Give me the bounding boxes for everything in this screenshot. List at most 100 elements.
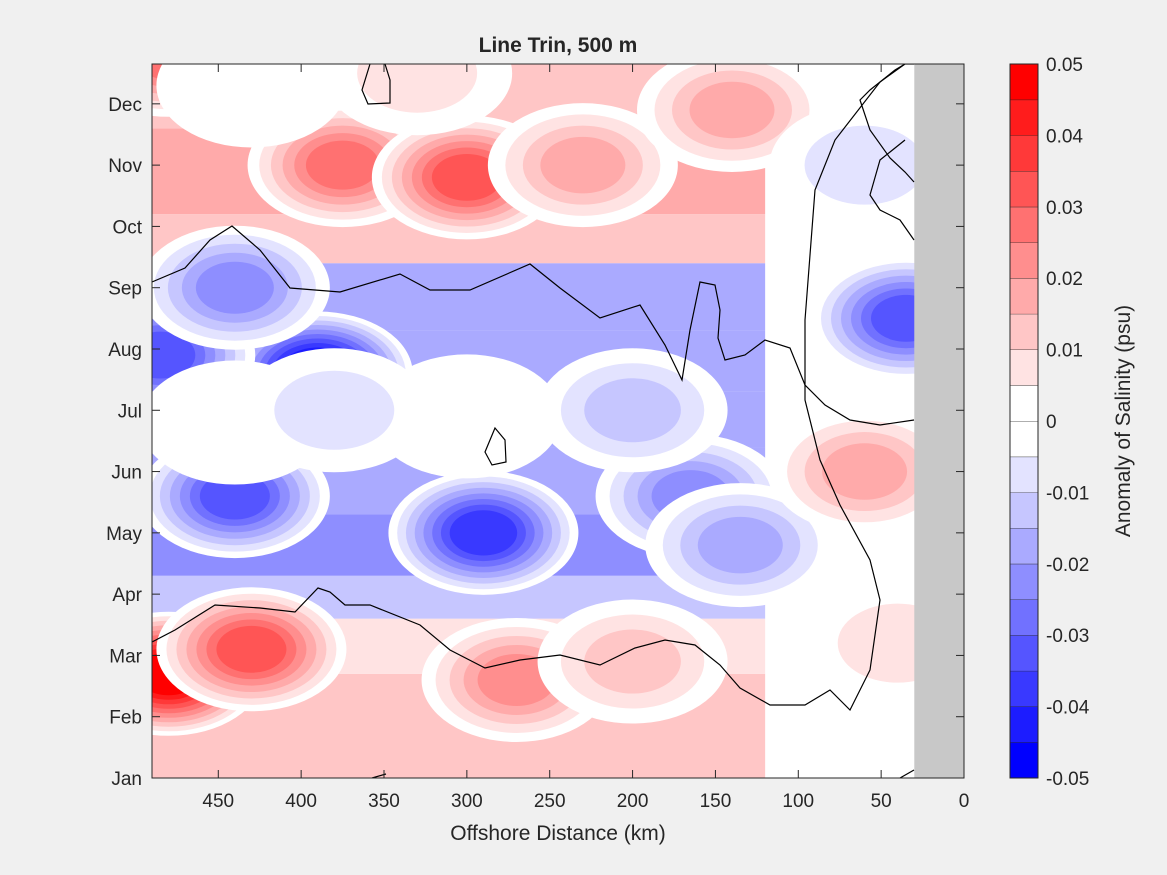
colorbar-level: [1010, 206, 1038, 243]
x-tick-label: 200: [617, 791, 649, 812]
colorbar-tick-label: -0.01: [1046, 483, 1089, 504]
colorbar-level: [1010, 313, 1038, 350]
plot-frame: [151, 63, 965, 779]
anomaly-feature: [537, 348, 728, 473]
colorbar-tick-label: 0: [1046, 412, 1057, 433]
colorbar-level: [1010, 242, 1038, 279]
anomaly-contour-level: [822, 443, 908, 500]
colorbar-level: [1010, 278, 1038, 314]
anomaly-contour-level: [305, 140, 380, 190]
colorbar-level: [1010, 670, 1038, 707]
y-tick-label: Dec: [108, 95, 142, 116]
anomaly-contour-level: [584, 629, 681, 694]
colorbar-level: [1010, 349, 1038, 386]
colorbar-tick-label: 0.02: [1046, 269, 1083, 290]
zero-contour-small-loop-top: [361, 64, 391, 105]
colorbar-level: [1010, 563, 1038, 600]
x-tick-label: 100: [782, 791, 814, 812]
zero-contour-small-loop-mid: [484, 426, 507, 466]
anomaly-feature: [156, 587, 347, 712]
colorbar-level: [1010, 742, 1038, 778]
anomaly-feature: [645, 483, 836, 608]
colorbar-level: [1010, 99, 1038, 136]
y-tick-label: Jul: [118, 401, 142, 422]
y-tick-label: Feb: [109, 708, 142, 729]
x-tick-label: 350: [368, 791, 400, 812]
y-tick-label: Aug: [108, 340, 142, 361]
anomaly-feature: [156, 64, 347, 148]
colorbar-level: [1010, 64, 1038, 100]
y-tick-label: Apr: [112, 585, 142, 606]
anomaly-contour-level: [216, 625, 287, 673]
colorbar-tick-label: -0.05: [1046, 769, 1089, 790]
y-tick-label: Jan: [111, 769, 142, 790]
colorbar-level: [1010, 635, 1038, 671]
x-tick-label: 0: [959, 791, 970, 812]
y-axis-ticks: Jan Feb Mar Apr May Jun Jul Aug Sep Oct Nov Dec: [106, 95, 964, 790]
anomaly-contour-level: [477, 653, 556, 706]
y-tick-label: Nov: [108, 156, 142, 177]
zero-contour-upper: [152, 225, 915, 426]
zero-contour-bottom-right: [899, 769, 915, 778]
anomaly-contour-level: [697, 516, 783, 574]
anomaly-feature: [388, 470, 579, 595]
colorbar-tick-label: -0.04: [1046, 698, 1090, 719]
anomaly-contour-level: [223, 64, 280, 112]
colorbar-tick-label: -0.03: [1046, 626, 1089, 647]
colorbar-label: Anomaly of Salinity (psu): [1112, 305, 1135, 537]
y-tick-label: Oct: [112, 217, 142, 238]
anomaly-contour-level: [804, 125, 925, 205]
y-tick-label: Mar: [109, 646, 142, 667]
anomaly-feature: [769, 103, 960, 228]
anomaly-contour-level: [274, 370, 395, 450]
colorbar-tick-label: 0.03: [1046, 198, 1083, 219]
x-tick-label: 450: [202, 791, 234, 812]
plot-area: 450 400 350 300 250 200 150 100 50 0 Jan Feb Mar Apr…: [106, 63, 969, 812]
anomaly-feature: [811, 256, 964, 381]
colorbar-level: [1010, 385, 1038, 421]
colorbar-level: [1010, 456, 1038, 493]
anomaly-field: [152, 64, 964, 778]
colorbar-level: [1010, 599, 1038, 636]
y-tick-label: Sep: [108, 279, 142, 300]
colorbar-tick-label: 0.05: [1046, 55, 1083, 76]
y-tick-label: May: [106, 524, 142, 545]
anomaly-contour-level: [152, 331, 196, 379]
anomaly-contour-level: [449, 510, 518, 556]
x-tick-label: 400: [285, 791, 317, 812]
x-tick-label: 150: [700, 791, 732, 812]
colorbar-level: [1010, 492, 1038, 529]
x-axis-label: Offshore Distance (km): [450, 822, 666, 845]
colorbar-level: [1010, 171, 1038, 207]
anomaly-feature: [487, 103, 678, 228]
x-axis-ticks: 450 400 350 300 250 200 150 100 50 0: [202, 64, 969, 812]
y-tick-label: Jun: [111, 463, 142, 484]
colorbar-tick-label: 0.01: [1046, 341, 1083, 362]
x-tick-label: 250: [534, 791, 566, 812]
anomaly-contour-level: [357, 64, 478, 113]
anomaly-contour-level: [431, 153, 502, 201]
colorbar-tick-label: -0.02: [1046, 555, 1089, 576]
anomaly-contour-level: [199, 472, 270, 520]
chart-title: Line Trin, 500 m: [479, 34, 638, 57]
x-tick-label: 50: [871, 791, 892, 812]
anomaly-feature: [152, 225, 330, 350]
anomaly-feature: [322, 64, 513, 136]
colorbar-level: [1010, 528, 1038, 564]
colorbar-level: [1010, 706, 1038, 743]
colorbar-frame: [1009, 63, 1039, 779]
anomaly-contour-level: [584, 378, 681, 443]
anomaly-contour-level: [689, 81, 775, 139]
colorbar-tick-label: 0.04: [1046, 126, 1083, 147]
anomaly-feature: [537, 599, 728, 724]
x-tick-label: 300: [451, 791, 483, 812]
anomaly-contour-level: [540, 136, 626, 194]
anomaly-feature: [769, 409, 960, 534]
zero-contour-right-inner: [869, 139, 915, 241]
anomaly-contour-level: [195, 261, 274, 314]
no-data-region: [914, 64, 964, 778]
zero-contour-lower: [152, 64, 906, 712]
anomaly-feature: [239, 348, 430, 473]
colorbar: -0.05 -0.04 -0.03 -0.02 -0.01 0 0.01 0.02 0.03 0.…: [1009, 55, 1090, 790]
